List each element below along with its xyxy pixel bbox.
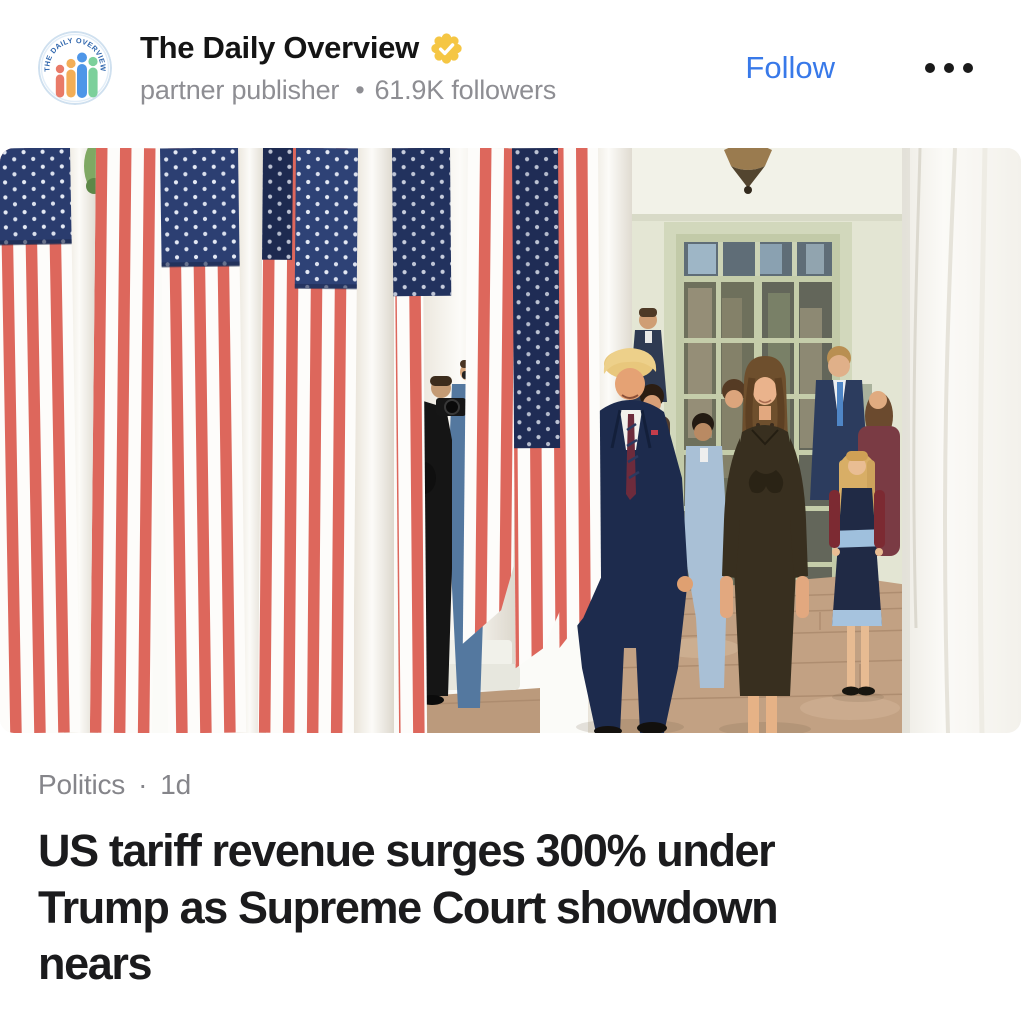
ellipsis-icon [963, 63, 973, 73]
flag-banners [0, 148, 602, 733]
verified-badge-icon [431, 32, 462, 64]
ellipsis-icon [944, 63, 954, 73]
donald-trump [572, 348, 693, 733]
post-image[interactable] [0, 148, 1021, 733]
headline-line: US tariff revenue surges 300% under [38, 825, 776, 876]
publisher-subtitle: partner publisher • 61.9K followers [140, 75, 556, 106]
ellipsis-icon [925, 63, 935, 73]
post-age: 1d [160, 769, 191, 800]
headline-line: nears [38, 938, 152, 990]
publisher-role: partner publisher [140, 75, 340, 105]
post-headline[interactable]: US tariff revenue surges 300% under Trum… [38, 823, 983, 993]
post-header: THE DAILY OVERVIEW The Daily Overview [0, 0, 1021, 106]
daily-overview-logo: THE DAILY OVERVIEW [38, 31, 112, 105]
amy-coney-barrett [720, 356, 809, 733]
subtitle-bullet: • [355, 75, 365, 105]
ceiling-lamp [724, 148, 772, 194]
publisher-avatar[interactable]: THE DAILY OVERVIEW [38, 31, 112, 105]
logo-people-bars [55, 52, 98, 98]
meta-separator: · [138, 769, 148, 800]
post-image-scene [0, 148, 1021, 733]
more-options-button[interactable] [923, 57, 975, 79]
post-category[interactable]: Politics [38, 769, 126, 800]
headline-line: Trump as Supreme Court showdown [38, 881, 779, 933]
follow-button[interactable]: Follow [745, 50, 835, 85]
publisher-name[interactable]: The Daily Overview [140, 30, 419, 65]
child-blonde-girl [829, 451, 885, 696]
followers-count: 61.9K followers [374, 75, 557, 105]
white-curtain [902, 148, 1021, 733]
post-meta: Politics · 1d [38, 769, 983, 801]
publisher-info: The Daily Overview partner publisher • 61.… [140, 30, 556, 106]
